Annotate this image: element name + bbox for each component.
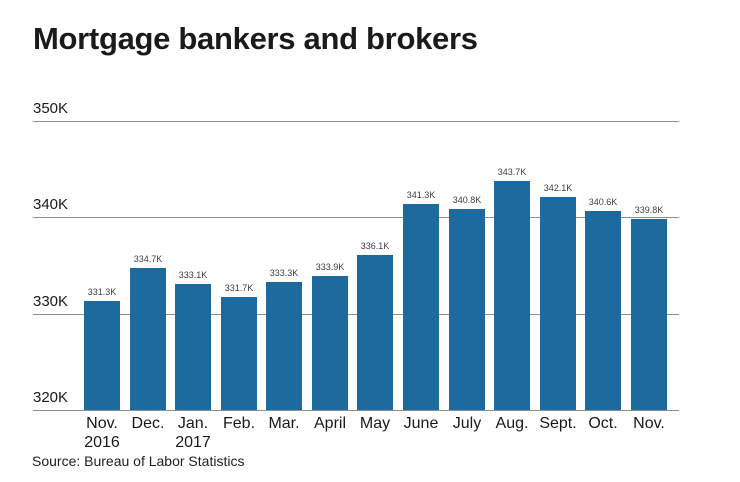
x-tick-label: Feb. xyxy=(222,415,256,432)
x-tick-label: June xyxy=(403,415,439,432)
bar-value-label: 340.8K xyxy=(452,195,482,205)
gridline-340K xyxy=(33,217,679,218)
x-tick-label: Dec. xyxy=(131,415,165,432)
bar-value-label: 340.6K xyxy=(588,197,618,207)
bar-value-label: 343.7K xyxy=(497,167,527,177)
bar-mar xyxy=(266,282,302,410)
bar-april xyxy=(312,276,348,410)
y-tick-label: 330K xyxy=(33,293,69,310)
source-note: Source: Bureau of Labor Statistics xyxy=(32,453,245,469)
bar-may xyxy=(357,255,393,410)
x-tick-label: July xyxy=(452,415,482,432)
x-tick-label: Sept. xyxy=(539,415,577,432)
bar-nov-2016 xyxy=(84,301,120,410)
x-tick-label: Mar. xyxy=(268,415,300,432)
x-tick-label: Nov. xyxy=(633,415,665,432)
x-tick-label: Jan. 2017 xyxy=(175,415,211,451)
bar-oct xyxy=(585,211,621,410)
bar-value-label: 336.1K xyxy=(360,241,390,251)
bar-value-label: 334.7K xyxy=(133,254,163,264)
y-tick-label: 320K xyxy=(33,389,69,406)
y-tick-label: 350K xyxy=(33,100,69,117)
x-tick-label: May xyxy=(359,415,391,432)
bar-value-label: 333.9K xyxy=(315,262,345,272)
y-tick-label: 340K xyxy=(33,196,69,213)
bar-value-label: 331.7K xyxy=(224,283,254,293)
bar-value-label: 339.8K xyxy=(634,205,664,215)
gridline-350K xyxy=(33,121,679,122)
gridline-330K xyxy=(33,314,679,315)
bar-value-label: 333.1K xyxy=(178,270,208,280)
x-tick-label: Nov. 2016 xyxy=(84,415,120,451)
bar-june xyxy=(403,204,439,410)
bar-value-label: 331.3K xyxy=(87,287,117,297)
bar-aug xyxy=(494,181,530,410)
x-tick-label: Aug. xyxy=(495,415,529,432)
bar-july xyxy=(449,209,485,410)
bar-jan-2017 xyxy=(175,284,211,410)
bar-value-label: 333.3K xyxy=(269,268,299,278)
bar-dec xyxy=(130,268,166,410)
x-tick-label: April xyxy=(313,415,347,432)
bar-sept xyxy=(540,197,576,410)
bar-value-label: 342.1K xyxy=(543,183,573,193)
bar-value-label: 341.3K xyxy=(406,190,436,200)
gridline-320K xyxy=(33,410,679,411)
chart-title: Mortgage bankers and brokers xyxy=(33,21,478,56)
bar-feb xyxy=(221,297,257,410)
x-tick-label: Oct. xyxy=(588,415,618,432)
bar-nov xyxy=(631,219,667,410)
